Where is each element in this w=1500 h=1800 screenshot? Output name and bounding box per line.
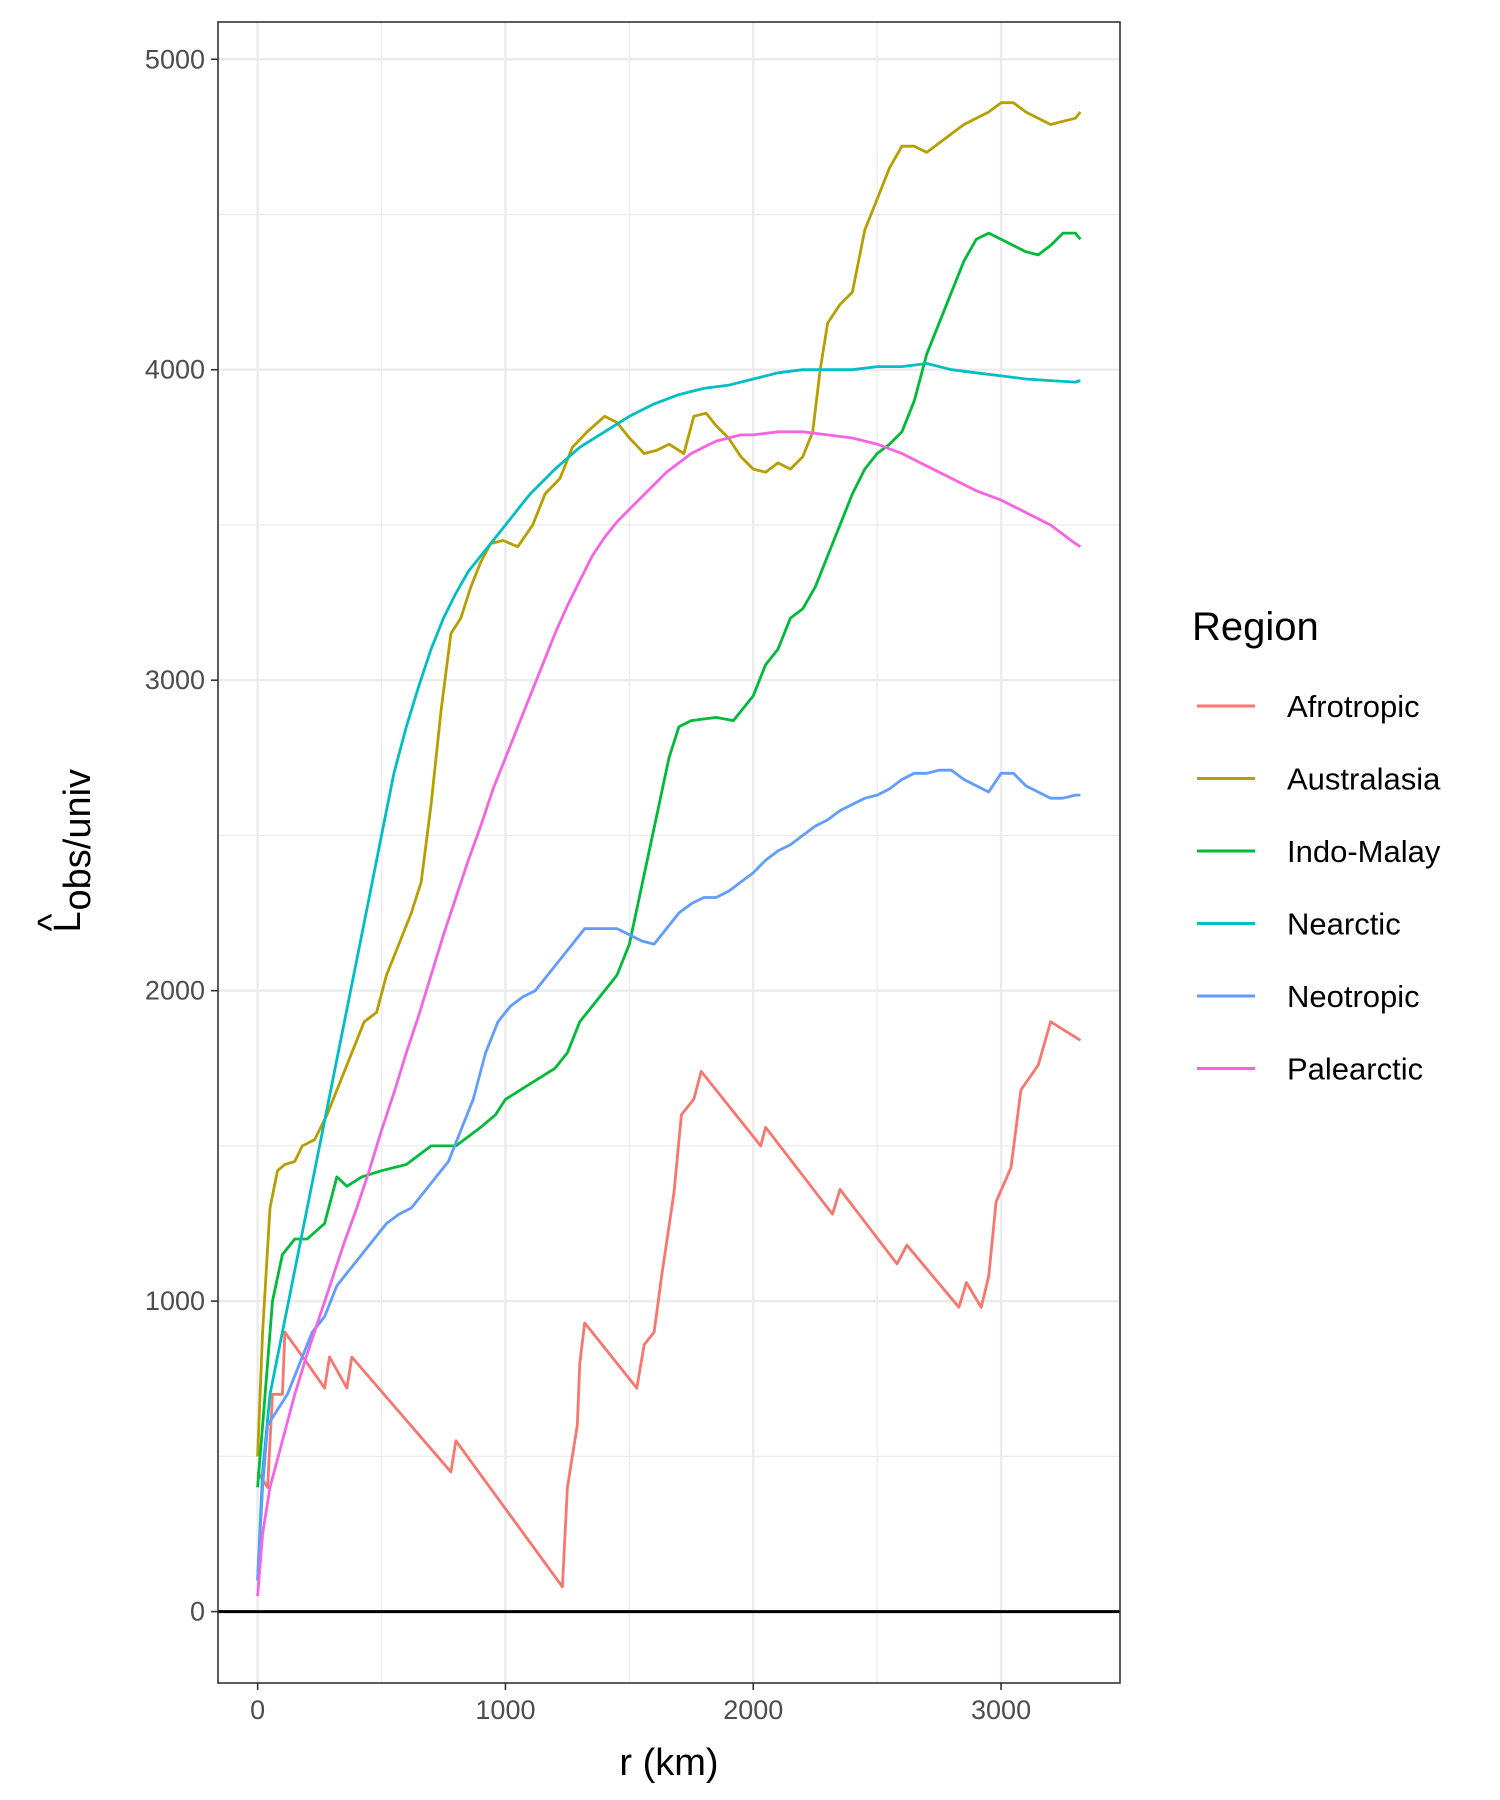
panel-background — [218, 22, 1120, 1683]
y-tick-label: 2000 — [145, 976, 205, 1006]
x-tick-label: 0 — [250, 1695, 265, 1725]
series-line-australasia — [256, 101, 1082, 1457]
series-line-indo-malay — [256, 231, 1082, 1488]
legend-label-australasia: Australasia — [1287, 762, 1441, 797]
x-tick-label: 1000 — [475, 1695, 535, 1725]
series-line-neotropic — [256, 768, 1081, 1581]
y-axis: 0 1000 2000 3000 4000 5000 — [145, 44, 218, 1627]
x-tick-label: 2000 — [723, 1695, 783, 1725]
legend-title: Region — [1192, 605, 1319, 649]
series-lines — [256, 101, 1082, 1597]
legend: Region Afrotropic Australasia Indo-Malay Ne… — [1192, 605, 1441, 1087]
legend-label-nearctic: Nearctic — [1287, 907, 1401, 942]
legend-label-indo-malay: Indo-Malay — [1287, 834, 1441, 869]
series-line-palearctic — [256, 430, 1082, 1597]
plot-panel — [217, 21, 1121, 1684]
y-axis-title-main: L — [47, 911, 89, 932]
panel-border — [217, 21, 1121, 1684]
y-tick-label: 1000 — [145, 1286, 205, 1316]
series-line-nearctic — [256, 362, 1081, 1581]
legend-label-neotropic: Neotropic — [1287, 979, 1420, 1014]
series-line-afrotropic — [256, 1020, 1082, 1589]
y-axis-title-hat: ^ — [31, 913, 73, 931]
y-tick-label: 5000 — [145, 44, 205, 74]
legend-label-afrotropic: Afrotropic — [1287, 689, 1420, 724]
x-tick-label: 3000 — [971, 1695, 1031, 1725]
gridlines — [218, 22, 1120, 1683]
y-tick-label: 4000 — [145, 355, 205, 385]
y-tick-label: 0 — [190, 1597, 205, 1627]
y-tick-label: 3000 — [145, 665, 205, 695]
x-axis-title: r (km) — [619, 1742, 718, 1784]
y-axis-title-subscript: obs/univ — [57, 769, 99, 911]
legend-label-palearctic: Palearctic — [1287, 1052, 1423, 1087]
y-axis-title: L ^ obs/univ — [31, 769, 99, 933]
x-axis: 0 1000 2000 3000 — [250, 1683, 1031, 1725]
